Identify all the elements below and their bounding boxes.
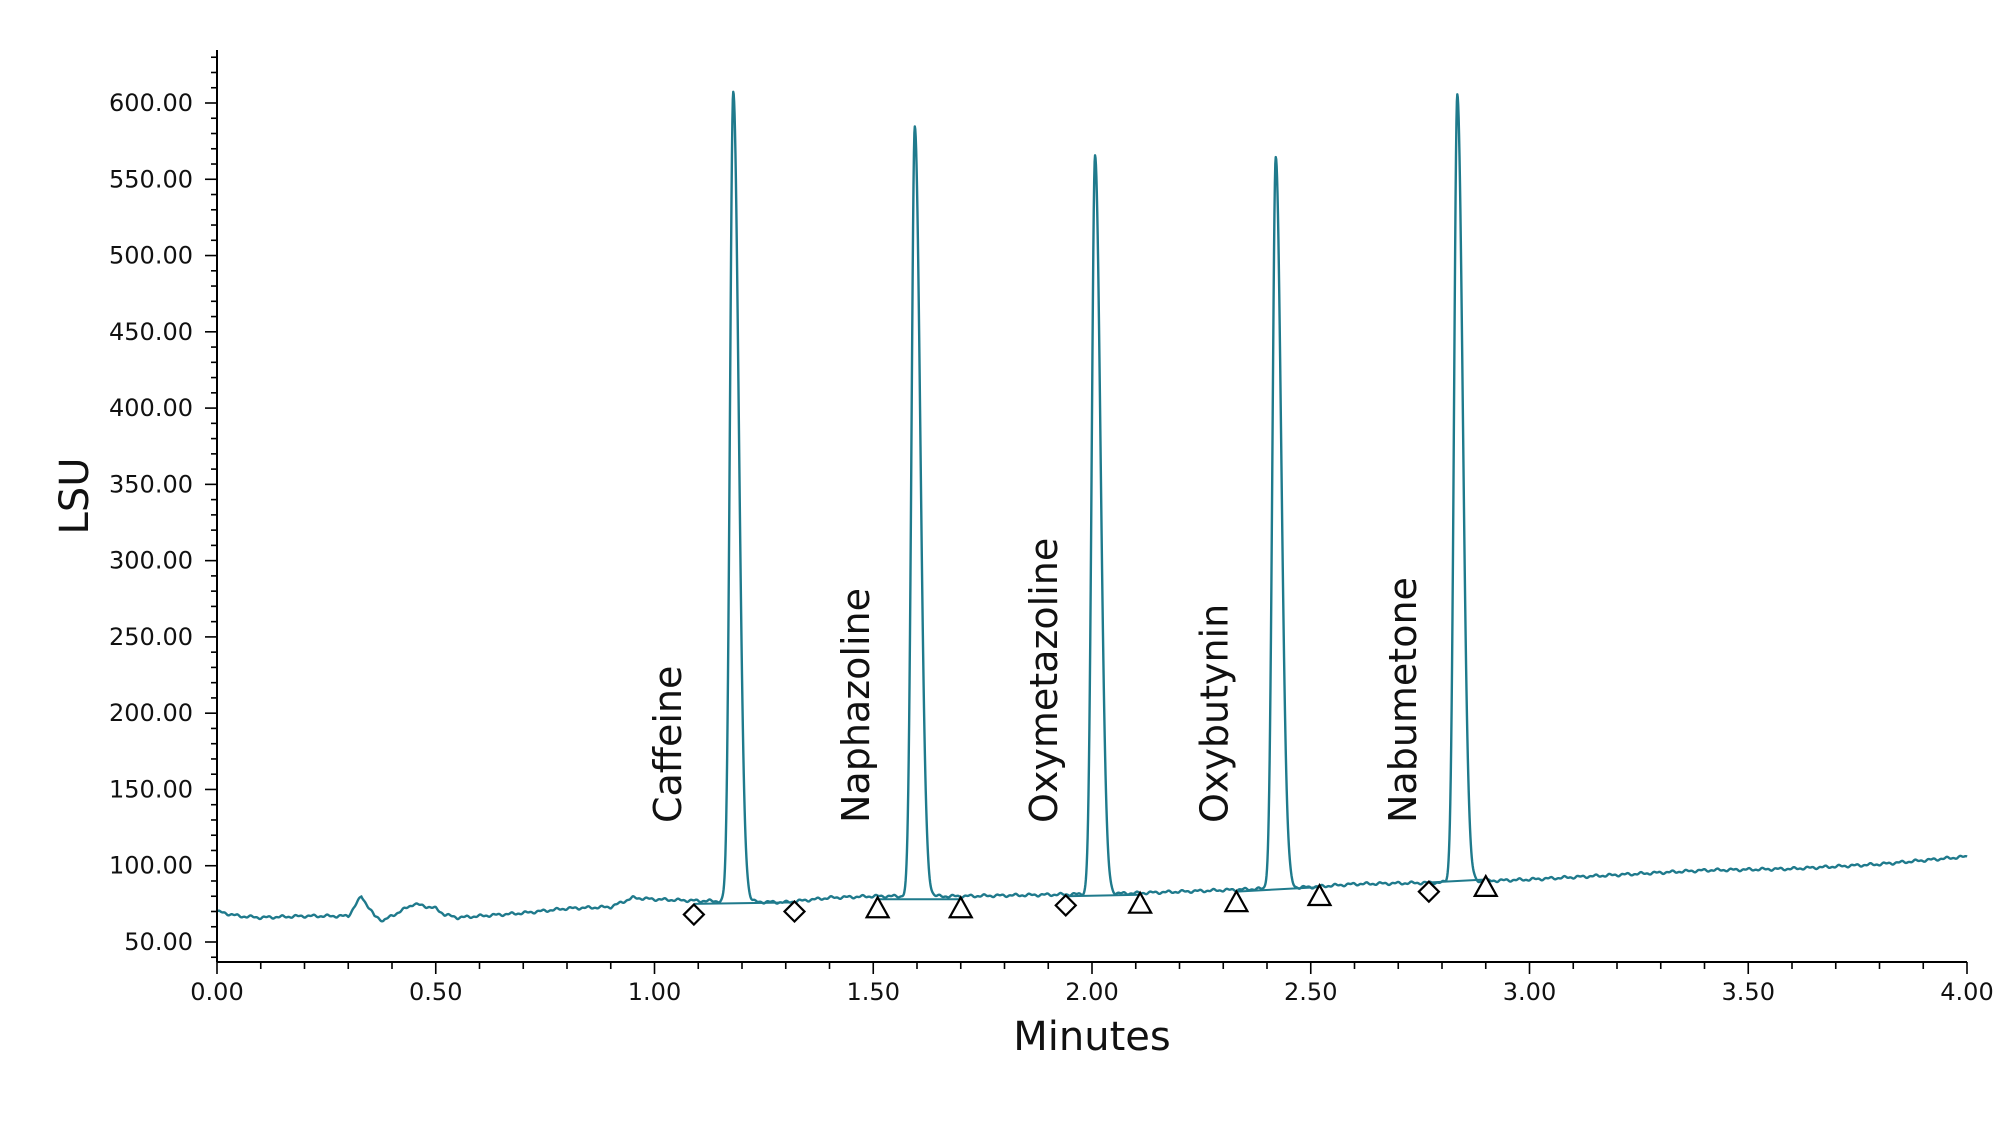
integration-baseline-1 — [693, 901, 795, 905]
triangle-marker-8 — [1306, 882, 1333, 907]
trace-layer — [216, 90, 1968, 923]
x-axis-title: Minutes — [1013, 1014, 1170, 1060]
y-tick-label: 100.00 — [109, 852, 193, 880]
y-tick-label: 250.00 — [109, 623, 193, 651]
x-tick-label: 3.50 — [1722, 978, 1775, 1006]
chromatogram-trace — [216, 90, 1968, 923]
triangle-marker-10 — [1472, 873, 1499, 897]
x-tick-label: 1.00 — [628, 978, 681, 1006]
y-tick-label: 200.00 — [109, 699, 193, 727]
integration-baseline-layer — [693, 878, 1486, 905]
x-tick-label: 4.00 — [1940, 978, 1993, 1006]
peak-label-layer: Caffeine Naphazoline Oxymetazoline Oxybutyn… — [646, 538, 1425, 823]
y-axis-title: LSU — [52, 458, 98, 535]
triangle-marker-6 — [1127, 890, 1153, 914]
diamond-marker-9 — [1417, 880, 1441, 904]
x-tick-label: 2.00 — [1065, 978, 1118, 1006]
x-tick-label: 0.00 — [190, 978, 243, 1006]
peak-label-5: Nabumetone — [1381, 577, 1425, 823]
x-tick-label: 0.50 — [409, 978, 462, 1006]
x-tick-label: 1.50 — [847, 978, 900, 1006]
x-tick-label: 2.50 — [1284, 978, 1337, 1006]
integration-baseline-3 — [1065, 893, 1141, 898]
y-tick-label: 550.00 — [109, 165, 193, 193]
marker-layer — [682, 873, 1499, 927]
axes-layer: 50.00 100.00 150.00 200.00 250.00 300.00 350.0… — [109, 50, 1994, 1006]
triangle-marker-7 — [1223, 889, 1250, 913]
peak-label-4: Oxybutynin — [1193, 604, 1237, 823]
triangle-marker-3 — [864, 895, 891, 919]
integration-baseline-4 — [1236, 886, 1320, 893]
diamond-marker-2 — [782, 899, 807, 924]
y-tick-label: 400.00 — [109, 394, 193, 422]
y-tick-label: 450.00 — [109, 318, 193, 346]
peak-label-1: Caffeine — [646, 666, 690, 823]
peak-label-3: Oxymetazoline — [1022, 538, 1066, 823]
x-tick-label: 3.00 — [1503, 978, 1556, 1006]
y-tick-label: 350.00 — [109, 470, 193, 498]
triangle-marker-4 — [947, 895, 974, 919]
y-tick-label: 500.00 — [109, 242, 193, 270]
diamond-marker-1 — [682, 902, 706, 927]
y-tick-label: 600.00 — [109, 89, 193, 117]
diamond-marker-5 — [1054, 893, 1078, 917]
y-tick-label: 150.00 — [109, 775, 193, 803]
y-tick-label: 300.00 — [109, 547, 193, 575]
y-tick-label: 50.00 — [124, 928, 193, 956]
integration-baseline-5 — [1428, 878, 1486, 884]
peak-label-2: Naphazoline — [834, 588, 878, 823]
